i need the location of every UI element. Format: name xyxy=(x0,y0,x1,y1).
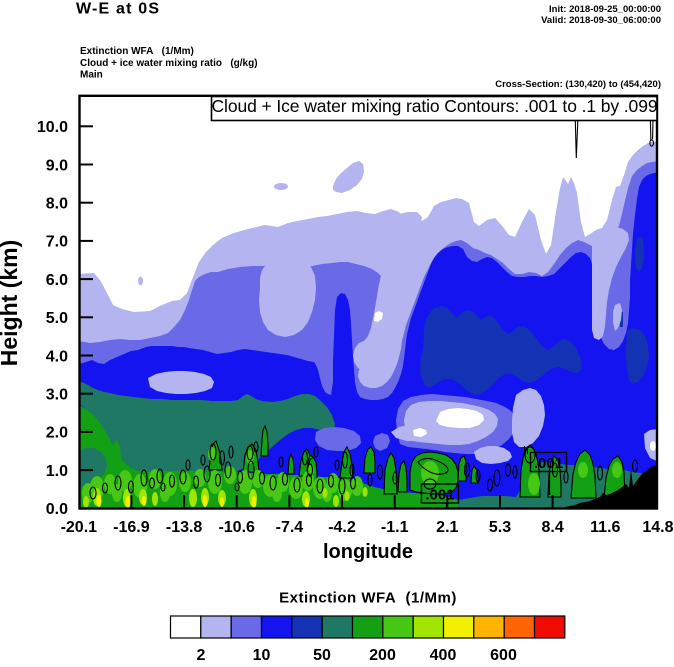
svg-text:longitude: longitude xyxy=(323,541,413,563)
svg-text:5.0: 5.0 xyxy=(46,310,68,327)
svg-text:Valid: 2018-09-30_06:00:00: Valid: 2018-09-30_06:00:00 xyxy=(541,15,661,26)
svg-text:7.0: 7.0 xyxy=(46,234,68,251)
svg-text:5.3: 5.3 xyxy=(489,519,511,536)
svg-text:Extinction WFA (1/Mm): Extinction WFA (1/Mm) xyxy=(80,46,194,57)
svg-text:-7.4: -7.4 xyxy=(276,519,304,536)
svg-text:10: 10 xyxy=(253,647,271,664)
svg-text:Init: 2018-09-25_00:00:00: Init: 2018-09-25_00:00:00 xyxy=(549,4,661,15)
svg-text:Cloud + Ice water mixing ratio: Cloud + Ice water mixing ratio Contours:… xyxy=(212,96,658,116)
svg-text:-4.2: -4.2 xyxy=(328,519,356,536)
svg-text:400: 400 xyxy=(430,647,457,664)
svg-text:10.0: 10.0 xyxy=(37,119,68,136)
svg-text:-10.6: -10.6 xyxy=(218,519,255,536)
svg-text:Main: Main xyxy=(80,70,103,81)
svg-text:-16.9: -16.9 xyxy=(113,519,150,536)
svg-text:11.6: 11.6 xyxy=(590,519,620,536)
svg-text:200: 200 xyxy=(369,647,396,664)
svg-text:2.0: 2.0 xyxy=(46,425,68,442)
svg-text:-1.1: -1.1 xyxy=(381,519,409,536)
svg-text:Cross-Section: (130,420) to (4: Cross-Section: (130,420) to (454,420) xyxy=(495,79,661,90)
svg-text:14.8: 14.8 xyxy=(642,519,673,536)
svg-text:0.0: 0.0 xyxy=(46,501,68,518)
svg-text:3.0: 3.0 xyxy=(46,387,68,404)
svg-text:8.0: 8.0 xyxy=(46,196,68,213)
svg-text:.001: .001 xyxy=(534,455,563,472)
svg-text:9.0: 9.0 xyxy=(46,157,68,174)
svg-text:8.4: 8.4 xyxy=(541,519,563,536)
svg-text:Height (km): Height (km) xyxy=(0,240,22,367)
svg-text:W-E at 0S: W-E at 0S xyxy=(76,1,160,18)
svg-text:1.0: 1.0 xyxy=(46,463,68,480)
svg-text:-20.1: -20.1 xyxy=(61,519,98,536)
svg-text:50: 50 xyxy=(313,647,331,664)
svg-text:Extinction WFA (1/Mm): Extinction WFA (1/Mm) xyxy=(279,590,457,607)
svg-text:-13.8: -13.8 xyxy=(166,519,203,536)
svg-text:.001: .001 xyxy=(425,487,454,504)
svg-text:4.0: 4.0 xyxy=(46,348,68,365)
svg-text:2: 2 xyxy=(197,647,206,664)
svg-text:2.1: 2.1 xyxy=(436,519,458,536)
svg-text:600: 600 xyxy=(490,647,517,664)
svg-text:Cloud + ice water mixing ratio: Cloud + ice water mixing ratio (g/kg) xyxy=(80,58,258,69)
svg-text:6.0: 6.0 xyxy=(46,272,68,289)
